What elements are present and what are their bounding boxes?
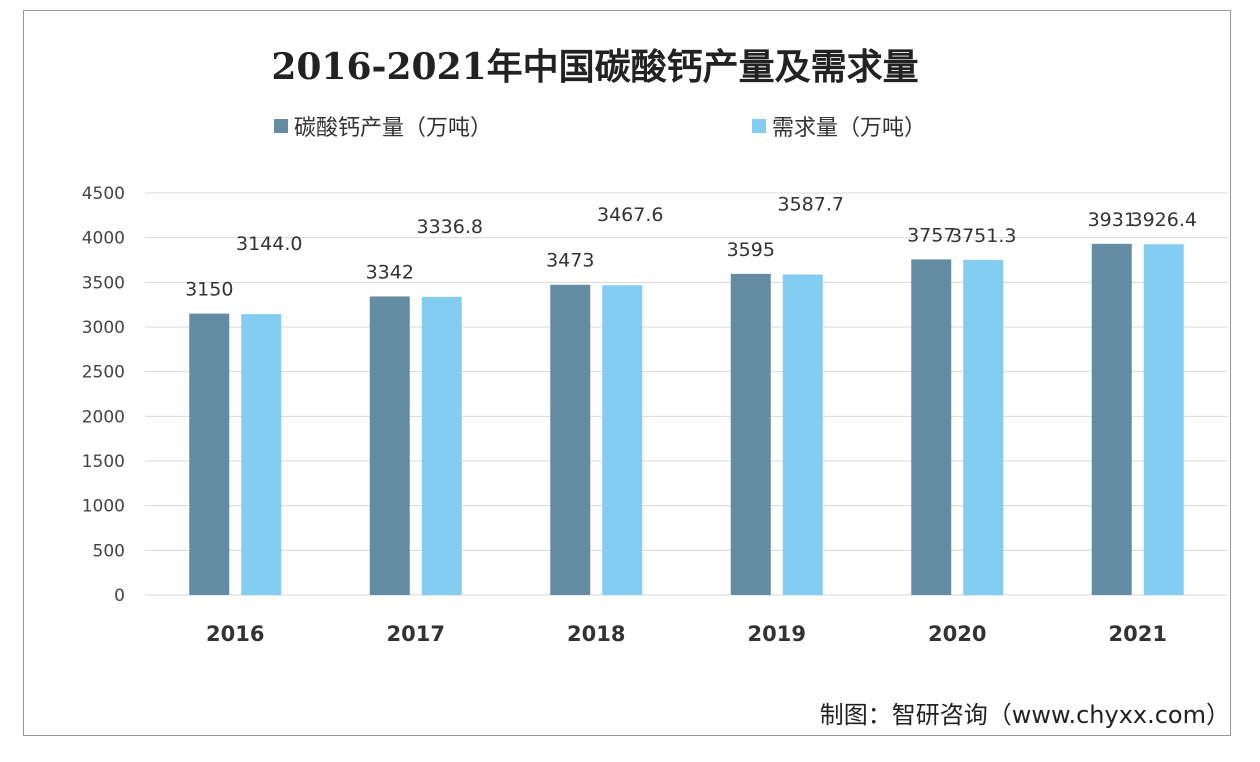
data-label-production-2017: 3342: [366, 261, 414, 283]
data-label-demand-2020: 3751.3: [950, 225, 1016, 247]
bar-production-2019: [730, 273, 771, 595]
bar-demand-2016: [241, 314, 282, 595]
y-tick-label: 1000: [82, 497, 125, 517]
bar-demand-2017: [421, 296, 462, 595]
data-label-demand-2016: 3144.0: [236, 233, 302, 255]
legend-item-production: 碳酸钙产量（万吨）: [274, 110, 492, 142]
bar-production-2021: [1091, 243, 1132, 595]
legend-swatch-demand: [752, 119, 766, 133]
bar-production-2018: [550, 284, 591, 595]
bar-production-2017: [369, 296, 410, 595]
legend-label-production: 碳酸钙产量（万吨）: [294, 116, 493, 141]
source-note: 制图：智研咨询（www.chyxx.com）: [819, 701, 1230, 729]
bar-demand-2019: [782, 274, 823, 595]
bar-production-2020: [911, 259, 952, 595]
x-category-label: 2021: [1109, 622, 1167, 646]
data-label-demand-2021: 3926.4: [1131, 209, 1197, 231]
y-tick-label: 4000: [82, 229, 125, 249]
data-label-production-2016: 3150: [185, 279, 233, 301]
data-label-production-2019: 3595: [727, 239, 775, 261]
y-tick-label: 2000: [82, 407, 125, 427]
data-label-demand-2018: 3467.6: [597, 204, 663, 226]
y-tick-label: 1500: [82, 452, 125, 472]
x-category-label: 2016: [206, 622, 264, 646]
bar-demand-2018: [602, 285, 643, 595]
x-category-label: 2017: [387, 622, 445, 646]
x-category-label: 2018: [567, 622, 625, 646]
y-tick-label: 4500: [82, 184, 125, 204]
x-category-label: 2020: [928, 622, 986, 646]
legend-label-demand: 需求量（万吨）: [772, 116, 927, 141]
bar-production-2016: [189, 313, 230, 595]
chart-title: 2016-2021年中国碳酸钙产量及需求量: [271, 46, 919, 88]
data-label-production-2021: 3931: [1088, 209, 1136, 231]
legend: 碳酸钙产量（万吨） 需求量（万吨）: [0, 110, 1260, 142]
x-category-label: 2019: [748, 622, 806, 646]
y-tick-label: 0: [114, 586, 125, 606]
data-label-production-2020: 3757: [907, 224, 955, 246]
legend-swatch-production: [274, 119, 288, 133]
data-label-demand-2019: 3587.7: [778, 193, 844, 215]
y-tick-label: 3500: [82, 273, 125, 293]
data-label-production-2018: 3473: [546, 250, 594, 272]
bar-demand-2020: [963, 259, 1004, 595]
y-tick-label: 500: [93, 541, 125, 561]
y-tick-label: 2500: [82, 363, 125, 383]
bar-demand-2021: [1143, 244, 1184, 596]
data-label-demand-2017: 3336.8: [417, 216, 483, 238]
y-tick-label: 3000: [82, 318, 125, 338]
legend-item-demand: 需求量（万吨）: [752, 110, 926, 142]
